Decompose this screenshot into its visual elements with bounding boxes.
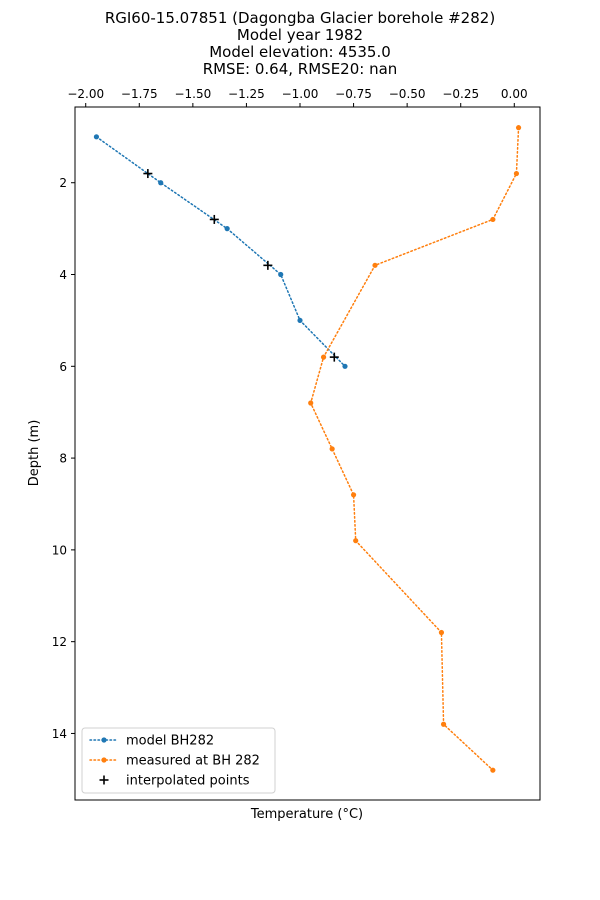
axes: −2.00 −1.75 −1.50 −1.25 −1.00 −0.75 −0.50 −0.25… [52, 87, 541, 801]
interpolated-point-marker [143, 169, 153, 179]
x-tick-label: −1.50 [174, 87, 211, 101]
y-tick-label: 6 [59, 360, 67, 374]
measured-at-bh-282-point [350, 492, 357, 498]
measured-at-bh-282-line [309, 126, 520, 771]
model-bh282-line [95, 136, 346, 368]
plot-frame [74, 106, 541, 801]
model-bh282-point [342, 363, 348, 369]
y-tick-label: 8 [59, 452, 67, 466]
legend-dot-icon [101, 737, 107, 743]
y-tick-label: 12 [52, 635, 67, 649]
x-tick-label: −0.75 [335, 87, 372, 101]
measured-at-bh-282-point [372, 262, 378, 268]
chart-title-line-3: Model elevation: 4535.0 [209, 43, 391, 61]
x-tick-label: −2.00 [67, 87, 104, 101]
x-tick-label: −1.25 [228, 87, 265, 101]
chart-title-line-4: RMSE: 0.64, RMSE20: nan [202, 60, 398, 78]
model-bh282-point [224, 226, 230, 232]
legend-box [81, 727, 276, 794]
x-tick-label: −1.00 [282, 87, 319, 101]
plot-area [93, 125, 522, 773]
legend-entry-label: measured at BH 282 [126, 754, 260, 769]
interpolated-point-marker [209, 214, 219, 224]
y-tick-label: 14 [52, 727, 67, 741]
measured-at-bh-282-point [329, 446, 335, 452]
x-tick-label: −0.50 [389, 87, 426, 101]
y-tick-label: 2 [59, 176, 67, 190]
x-tick-label: −0.25 [442, 87, 479, 101]
model-bh282-point [158, 180, 164, 186]
model-bh282-point [278, 271, 284, 278]
interpolated-point-marker [329, 352, 339, 362]
interpolated-point-marker [263, 260, 273, 270]
measured-at-bh-282-point [353, 538, 359, 544]
y-tick-label: 4 [59, 268, 67, 282]
x-tick-label: 0.00 [501, 87, 528, 101]
y-tick-label: 10 [52, 543, 67, 557]
legend-entry-label: model BH282 [126, 734, 214, 749]
y-axis-label: Depth (m) [27, 420, 42, 487]
measured-at-bh-282-point [490, 216, 496, 223]
chart-title-line-1: RGI60-15.07851 (Dagongba Glacier borehol… [104, 9, 496, 27]
model-bh282-point [297, 317, 303, 324]
measured-at-bh-282-point [513, 170, 520, 177]
measured-at-bh-282-point [308, 400, 314, 406]
x-axis-label: Temperature (°C) [250, 807, 363, 822]
legend-dot-icon [101, 757, 107, 763]
legend-entry-label: interpolated points [126, 774, 250, 789]
measured-at-bh-282-point [440, 721, 447, 727]
legend: model BH282 measured at BH 282 interpolate… [81, 727, 276, 794]
chart-title-line-2: Model year 1982 [236, 26, 364, 44]
measured-at-bh-282-point [320, 354, 327, 360]
measured-at-bh-282-point [515, 125, 522, 131]
measured-at-bh-282-point [438, 629, 445, 636]
x-tick-label: −1.75 [121, 87, 158, 101]
measured-at-bh-282-point [490, 767, 496, 773]
model-bh282-point [93, 134, 100, 140]
